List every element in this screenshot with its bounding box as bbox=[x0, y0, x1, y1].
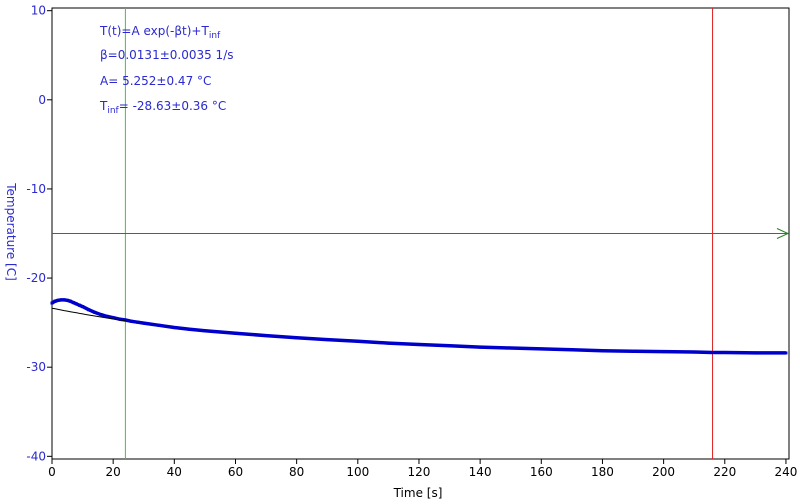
y-axis-label: Temperature [C] bbox=[4, 182, 18, 281]
data-point bbox=[117, 317, 121, 321]
fit-curve-line bbox=[51, 307, 126, 322]
data-point bbox=[87, 308, 91, 312]
data-point bbox=[753, 351, 757, 355]
cursor-group[interactable] bbox=[52, 8, 790, 459]
data-point bbox=[71, 301, 75, 305]
data-point bbox=[417, 342, 421, 346]
data-point bbox=[123, 318, 127, 322]
x-tick-label: 200 bbox=[652, 465, 675, 479]
data-point bbox=[295, 336, 299, 340]
annotation-tinf: Tinf= -28.63±0.36 °C bbox=[99, 99, 226, 116]
data-point bbox=[386, 341, 390, 345]
data-point bbox=[142, 321, 146, 325]
horizontal-cursor-arrow-icon[interactable] bbox=[776, 228, 790, 239]
x-axis-label: Time [s] bbox=[393, 486, 443, 500]
y-tick-label: -10 bbox=[26, 182, 46, 196]
x-tick-label: 20 bbox=[106, 465, 121, 479]
x-tick-label: 160 bbox=[530, 465, 553, 479]
data-point bbox=[784, 351, 788, 355]
data-point bbox=[356, 339, 360, 343]
data-point bbox=[631, 349, 635, 353]
data-point bbox=[93, 310, 97, 314]
data-point bbox=[509, 346, 513, 350]
data-point bbox=[78, 303, 82, 307]
x-tick-label: 140 bbox=[469, 465, 492, 479]
data-point bbox=[233, 331, 237, 335]
data-point bbox=[53, 299, 57, 303]
data-point bbox=[478, 345, 482, 349]
y-tick-label: 0 bbox=[38, 93, 46, 107]
data-series-line bbox=[51, 298, 786, 355]
annotation-formula: T(t)=A exp(-βt)+Tinf bbox=[99, 24, 221, 41]
data-point bbox=[172, 326, 176, 330]
y-tick-label: -30 bbox=[26, 360, 46, 374]
data-point bbox=[105, 314, 109, 318]
x-tick-label: 240 bbox=[774, 465, 797, 479]
data-point bbox=[65, 298, 69, 302]
data-point bbox=[111, 316, 115, 320]
data-point bbox=[130, 319, 134, 323]
data-point bbox=[59, 298, 63, 302]
x-tick-label: 0 bbox=[48, 465, 56, 479]
data-point bbox=[74, 302, 78, 306]
axes-group: 0 20 40 60 80 100 120 140 160 180 200 220 240100-10-… bbox=[26, 4, 797, 479]
fit-curve bbox=[51, 307, 126, 322]
data-point bbox=[539, 347, 543, 351]
x-tick-label: 60 bbox=[228, 465, 243, 479]
data-point bbox=[570, 348, 574, 352]
data-point bbox=[157, 323, 161, 327]
data-series bbox=[50, 298, 788, 355]
data-point bbox=[325, 338, 329, 342]
x-tick-label: 180 bbox=[591, 465, 614, 479]
annotation-beta: β=0.0131±0.0035 1/s bbox=[100, 48, 234, 62]
data-point bbox=[203, 329, 207, 333]
y-tick-label: -20 bbox=[26, 271, 46, 285]
data-point bbox=[264, 334, 268, 338]
data-point bbox=[99, 313, 103, 317]
x-tick-label: 100 bbox=[346, 465, 369, 479]
data-point bbox=[692, 350, 696, 354]
data-point bbox=[218, 330, 222, 334]
data-point bbox=[50, 301, 54, 305]
x-tick-label: 80 bbox=[289, 465, 304, 479]
annotation-amplitude: A= 5.252±0.47 °C bbox=[100, 74, 211, 88]
data-point bbox=[56, 298, 60, 302]
data-point bbox=[448, 344, 452, 348]
data-point bbox=[600, 349, 604, 353]
y-tick-label: 10 bbox=[31, 4, 46, 18]
x-tick-label: 220 bbox=[713, 465, 736, 479]
data-point bbox=[662, 350, 666, 354]
data-point bbox=[711, 350, 715, 354]
y-tick-label: -40 bbox=[26, 449, 46, 463]
x-tick-label: 120 bbox=[408, 465, 431, 479]
data-point bbox=[723, 350, 727, 354]
data-point bbox=[81, 305, 85, 309]
data-point bbox=[136, 320, 140, 324]
data-point bbox=[68, 299, 72, 303]
data-point bbox=[62, 298, 66, 302]
x-tick-label: 40 bbox=[167, 465, 182, 479]
data-point bbox=[188, 327, 192, 331]
fit-annotation: T(t)=A exp(-βt)+Tinf β=0.0131±0.0035 1/s… bbox=[99, 24, 234, 116]
